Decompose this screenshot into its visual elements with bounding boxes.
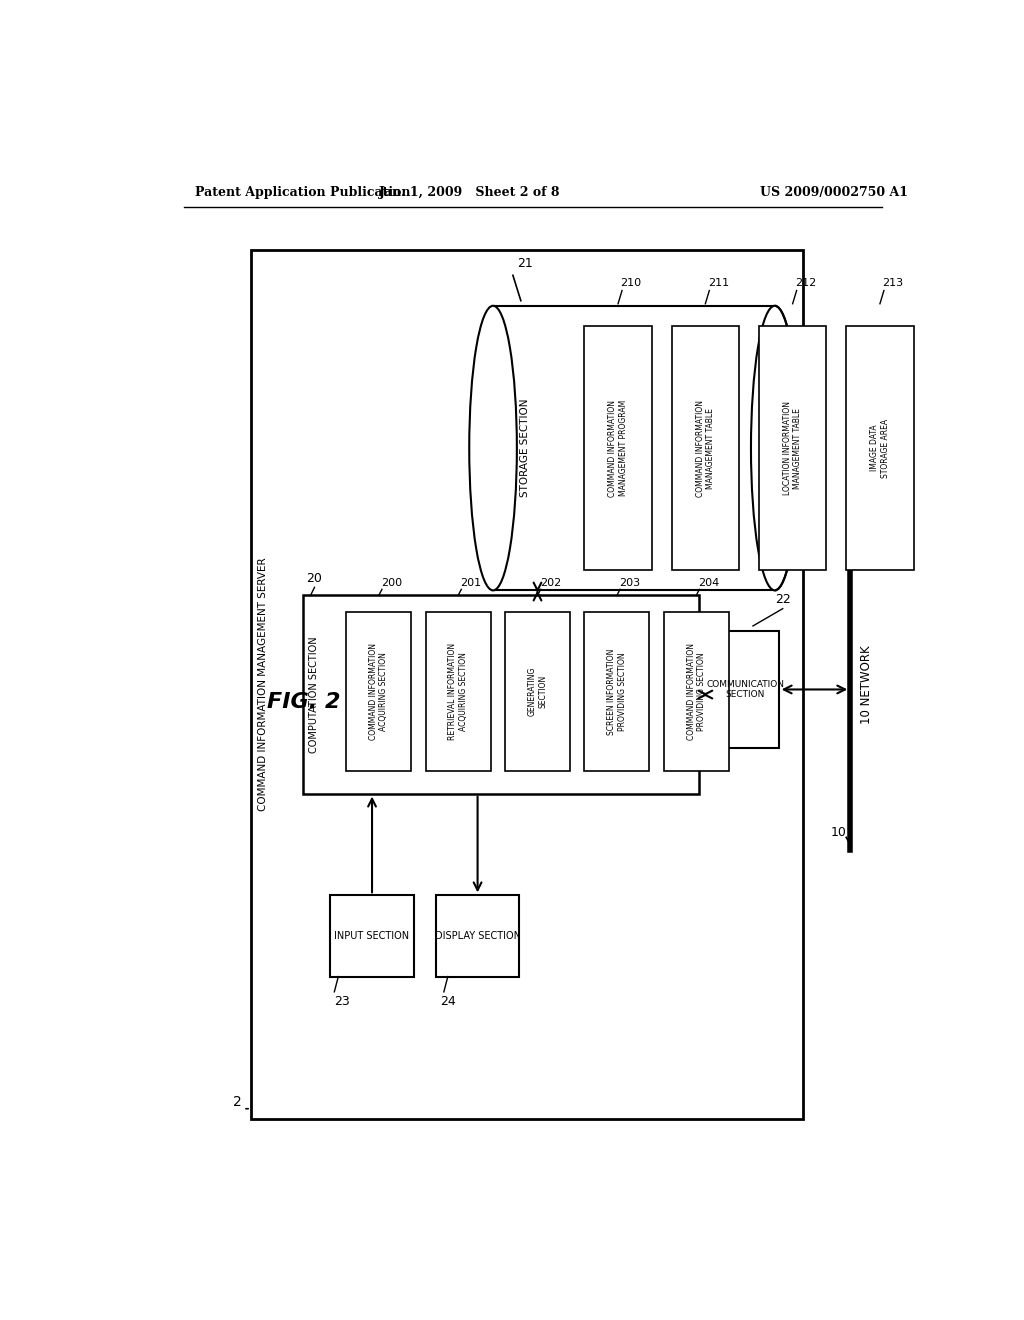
Text: 211: 211 bbox=[708, 279, 729, 289]
Bar bbox=[331, 895, 414, 977]
Text: 212: 212 bbox=[795, 279, 816, 289]
Text: 22: 22 bbox=[775, 593, 791, 606]
Bar bbox=[346, 611, 412, 771]
Text: DISPLAY SECTION: DISPLAY SECTION bbox=[434, 931, 520, 941]
Text: Jan. 1, 2009   Sheet 2 of 8: Jan. 1, 2009 Sheet 2 of 8 bbox=[379, 186, 560, 199]
Bar bbox=[712, 631, 779, 748]
Text: Patent Application Publication: Patent Application Publication bbox=[196, 186, 411, 199]
Bar bbox=[585, 611, 649, 771]
Bar bbox=[759, 326, 826, 570]
Text: STORAGE SECTION: STORAGE SECTION bbox=[520, 399, 529, 498]
Bar bbox=[303, 595, 699, 793]
Text: 10: 10 bbox=[830, 826, 846, 840]
Text: 23: 23 bbox=[334, 995, 350, 1008]
Text: 10 NETWORK: 10 NETWORK bbox=[860, 645, 872, 723]
Text: COMMAND INFORMATION
MANAGEMENT PROGRAM: COMMAND INFORMATION MANAGEMENT PROGRAM bbox=[608, 400, 628, 496]
Text: COMMUNICATION
SECTION: COMMUNICATION SECTION bbox=[706, 680, 784, 700]
Text: COMMAND INFORMATION
MANAGEMENT TABLE: COMMAND INFORMATION MANAGEMENT TABLE bbox=[695, 400, 715, 496]
Bar bbox=[585, 326, 652, 570]
Text: IMAGE DATA
STORAGE AREA: IMAGE DATA STORAGE AREA bbox=[870, 418, 890, 478]
Text: 213: 213 bbox=[883, 279, 903, 289]
Text: 21: 21 bbox=[517, 257, 532, 271]
Bar bbox=[436, 895, 519, 977]
Text: 203: 203 bbox=[620, 578, 640, 589]
Text: 24: 24 bbox=[440, 995, 456, 1008]
Text: COMMAND INFORMATION
ACQUIRING SECTION: COMMAND INFORMATION ACQUIRING SECTION bbox=[369, 643, 388, 741]
Text: GENERATING
SECTION: GENERATING SECTION bbox=[527, 667, 547, 717]
Bar bbox=[426, 611, 490, 771]
Text: 202: 202 bbox=[540, 578, 561, 589]
Text: 201: 201 bbox=[461, 578, 481, 589]
Text: COMMAND INFORMATION
PROVIDING SECTION: COMMAND INFORMATION PROVIDING SECTION bbox=[686, 643, 706, 741]
Text: COMPUTATION SECTION: COMPUTATION SECTION bbox=[309, 636, 319, 752]
Bar bbox=[846, 326, 913, 570]
Ellipse shape bbox=[469, 306, 517, 590]
Text: 2: 2 bbox=[232, 1094, 242, 1109]
Text: SCREEN INFORMATION
PROVIDING SECTION: SCREEN INFORMATION PROVIDING SECTION bbox=[607, 648, 627, 735]
Text: 204: 204 bbox=[698, 578, 720, 589]
Text: INPUT SECTION: INPUT SECTION bbox=[335, 931, 410, 941]
Bar bbox=[664, 611, 729, 771]
Bar bbox=[505, 611, 570, 771]
Text: COMMAND INFORMATION MANAGEMENT SERVER: COMMAND INFORMATION MANAGEMENT SERVER bbox=[258, 557, 268, 812]
Text: US 2009/0002750 A1: US 2009/0002750 A1 bbox=[760, 186, 908, 199]
Ellipse shape bbox=[751, 306, 799, 590]
Bar bbox=[672, 326, 739, 570]
Text: 20: 20 bbox=[306, 573, 323, 585]
Bar bbox=[251, 249, 803, 1119]
Text: RETRIEVAL INFORMATION
ACQUIRING SECTION: RETRIEVAL INFORMATION ACQUIRING SECTION bbox=[449, 643, 468, 741]
Text: 200: 200 bbox=[381, 578, 402, 589]
Ellipse shape bbox=[751, 306, 799, 590]
Bar bbox=[494, 306, 775, 590]
Text: LOCATION INFORMATION
MANAGEMENT TABLE: LOCATION INFORMATION MANAGEMENT TABLE bbox=[783, 401, 803, 495]
Text: 210: 210 bbox=[621, 279, 642, 289]
Text: FIG. 2: FIG. 2 bbox=[267, 692, 340, 713]
